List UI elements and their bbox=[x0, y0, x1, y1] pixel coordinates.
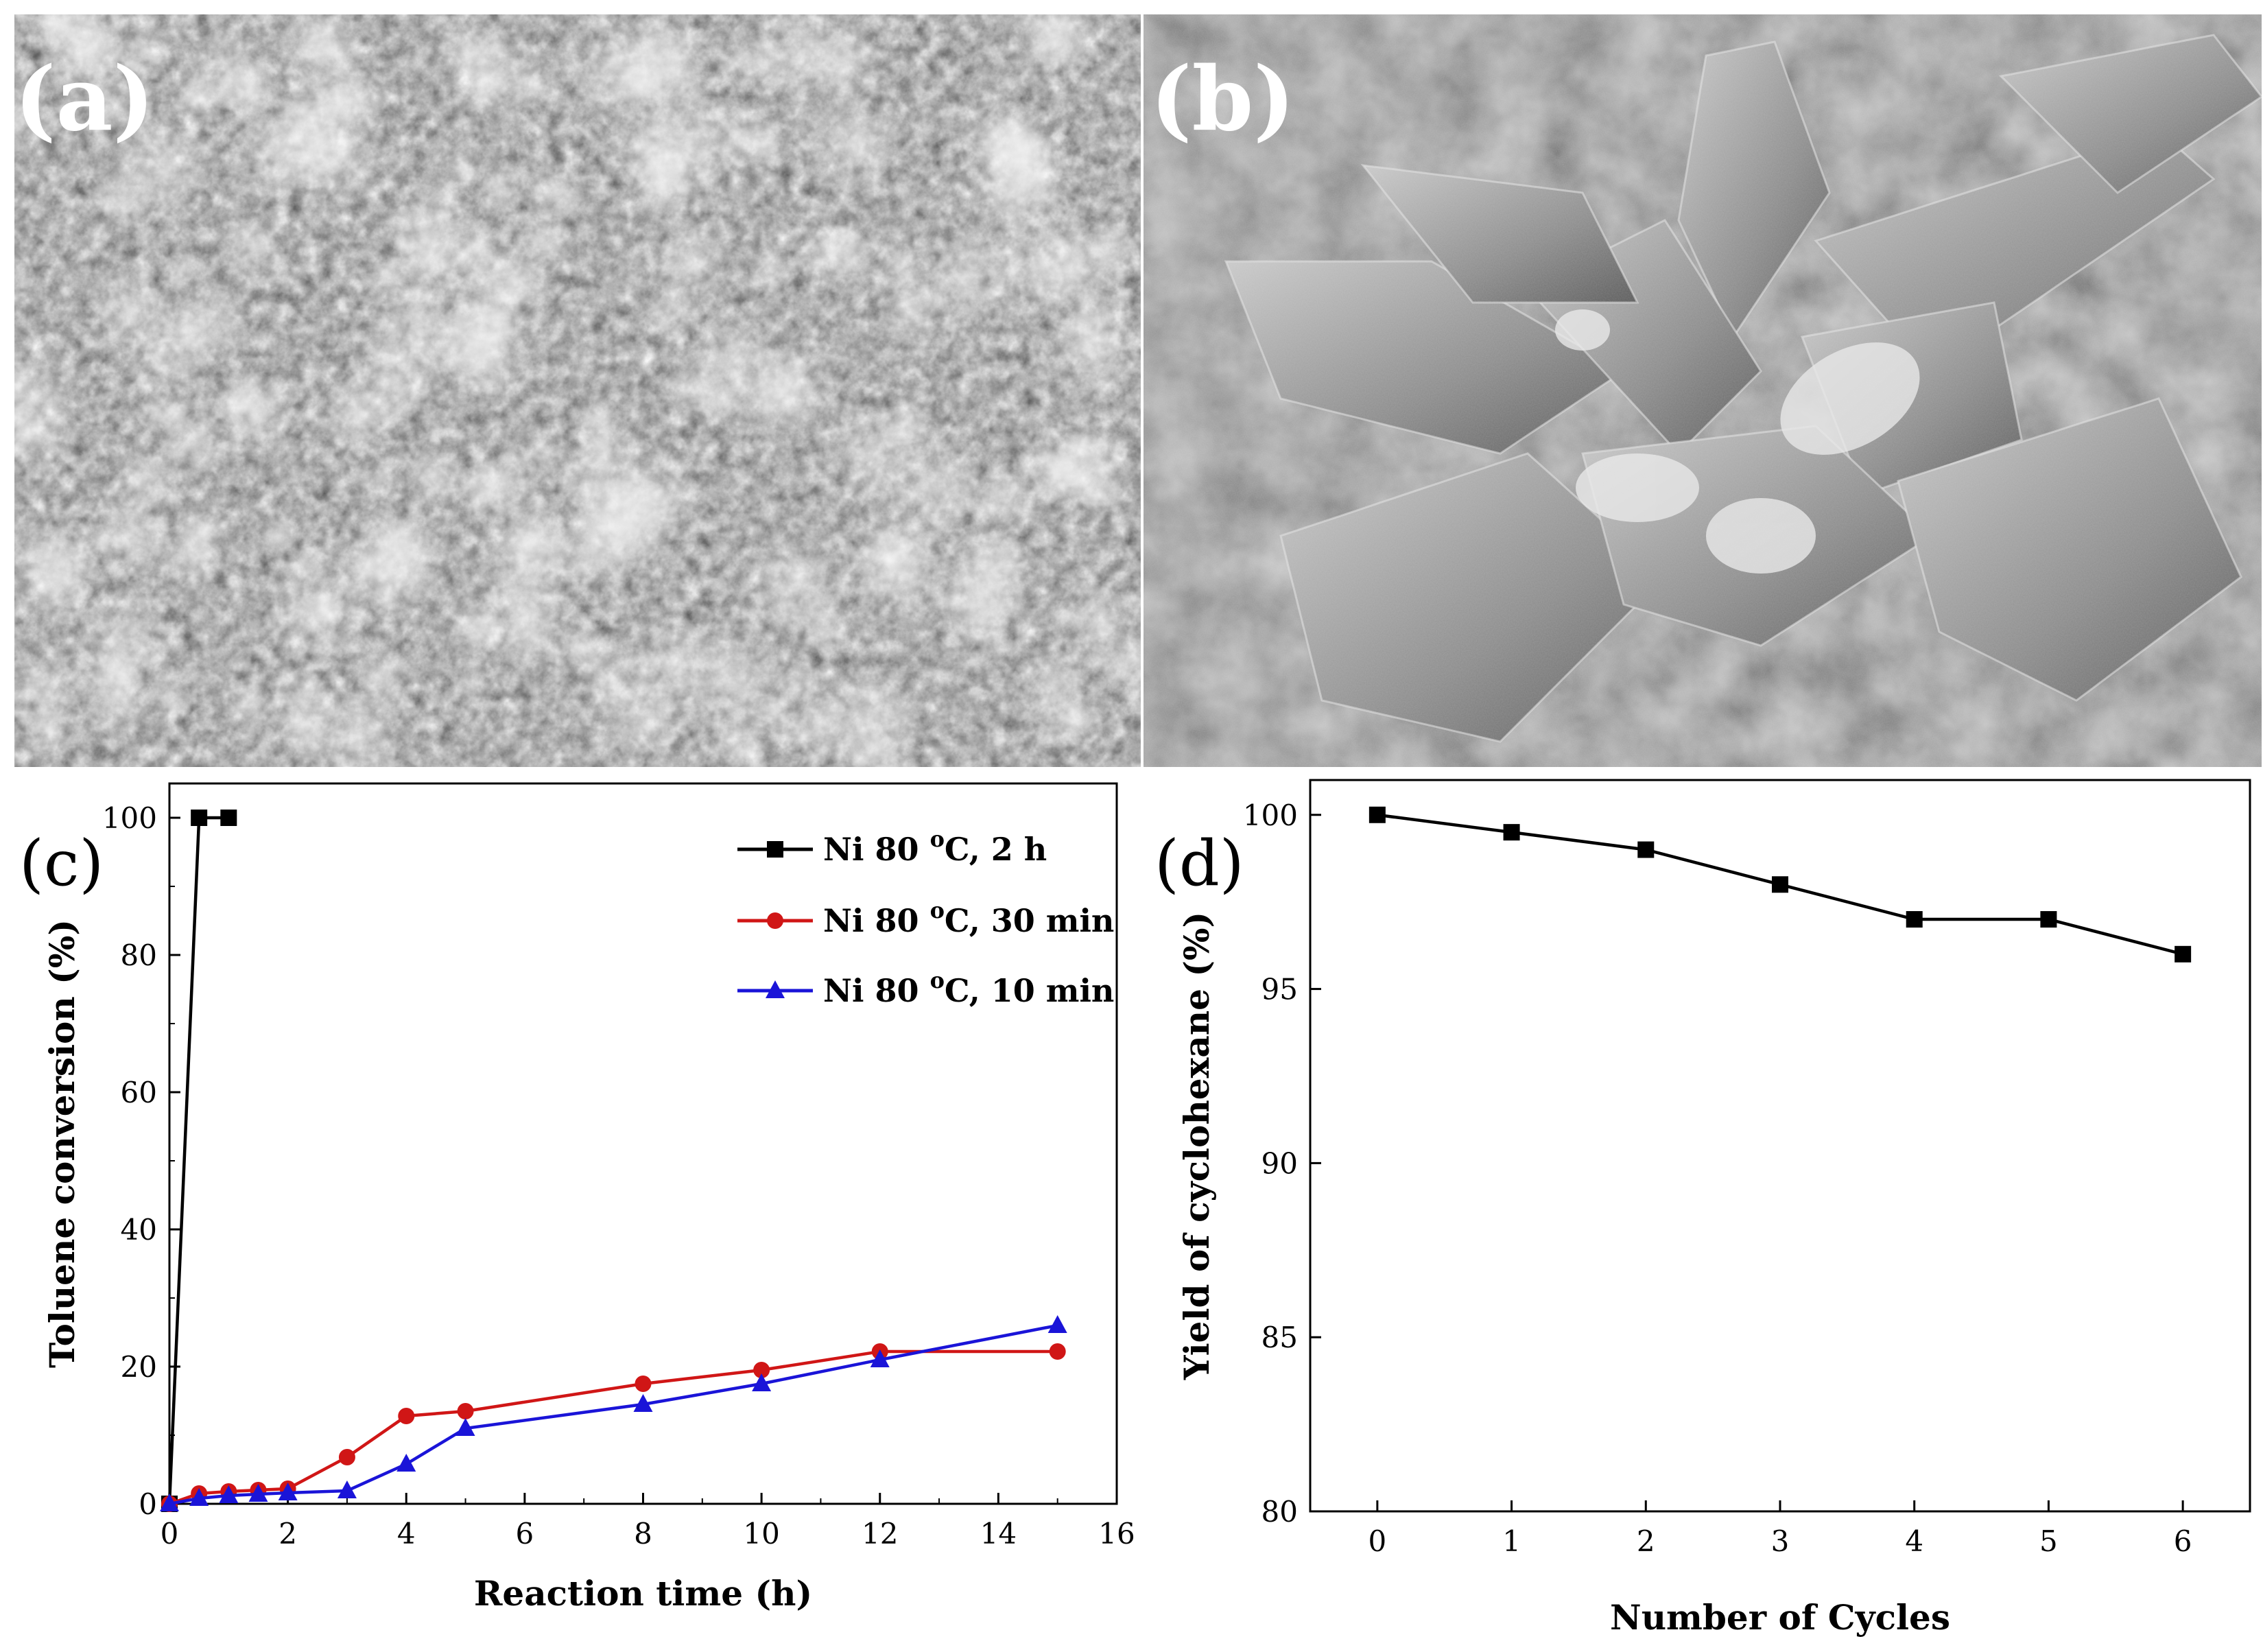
x-tick-label: 0 bbox=[1368, 1524, 1386, 1558]
data-point bbox=[870, 1349, 890, 1367]
data-point bbox=[2040, 911, 2057, 928]
data-point bbox=[1772, 876, 1788, 893]
y-axis-title: Toluene conversion (%) bbox=[42, 919, 82, 1368]
data-point bbox=[248, 1484, 268, 1502]
data-point bbox=[457, 1403, 474, 1419]
data-point bbox=[1369, 806, 1386, 823]
chart-d: 0 1 2 3 4 5 6 80 85 90 95 100 Number of Cycles Yield … bbox=[1154, 779, 2251, 1638]
panel-label-b: (b) bbox=[1150, 48, 1295, 151]
data-point bbox=[398, 1408, 415, 1424]
x-tick-label: 2 bbox=[279, 1517, 297, 1550]
legend-entry-1: Ni 80 oC, 30 min bbox=[737, 897, 1114, 939]
legend-marker bbox=[767, 912, 783, 929]
legend-label: Ni 80 oC, 2 h bbox=[823, 826, 1047, 868]
series-1 bbox=[161, 1343, 1066, 1512]
sem-image-a-texture bbox=[14, 14, 1141, 767]
data-point bbox=[455, 1418, 475, 1436]
y-tick-label: 95 bbox=[1261, 973, 1298, 1006]
chart-c: 0 2 4 6 8 10 12 14 16 0 20 40 60 80 100 Reaction time (… bbox=[19, 782, 1135, 1614]
legend-label: Ni 80 oC, 30 min bbox=[823, 897, 1114, 939]
data-point bbox=[633, 1394, 653, 1412]
x-tick-label: 12 bbox=[862, 1517, 898, 1550]
series-2 bbox=[160, 1315, 1067, 1511]
data-point bbox=[1906, 911, 1923, 928]
sem-image-a: (a) bbox=[14, 14, 1141, 767]
x-tick-label: 4 bbox=[397, 1517, 416, 1550]
x-tick-label: 4 bbox=[1905, 1524, 1923, 1558]
legend-label: Ni 80 oC, 10 min bbox=[823, 967, 1114, 1009]
data-point bbox=[752, 1373, 772, 1391]
x-axis-title: Reaction time (h) bbox=[474, 1573, 812, 1614]
legend-marker bbox=[766, 980, 785, 998]
data-point bbox=[278, 1483, 298, 1500]
y-tick-label: 40 bbox=[121, 1213, 157, 1247]
data-point bbox=[1047, 1315, 1067, 1333]
data-point bbox=[160, 1494, 179, 1511]
y-tick-label: 90 bbox=[1261, 1146, 1298, 1180]
data-point bbox=[189, 1488, 209, 1506]
data-point bbox=[191, 810, 208, 826]
data-point bbox=[219, 1485, 239, 1503]
data-point bbox=[220, 810, 237, 826]
sem-image-b-texture bbox=[1144, 14, 2262, 767]
x-tick-label: 6 bbox=[2174, 1524, 2192, 1558]
x-axis-title: Number of Cycles bbox=[1610, 1597, 1950, 1638]
x-tick-label: 5 bbox=[2039, 1524, 2058, 1558]
series-line bbox=[169, 1349, 1058, 1506]
panel-label-d: (d) bbox=[1154, 827, 1244, 900]
x-tick-label: 2 bbox=[1637, 1524, 1655, 1558]
data-point bbox=[753, 1362, 770, 1378]
x-tick-label: 0 bbox=[161, 1517, 179, 1550]
x-tick-label: 14 bbox=[980, 1517, 1017, 1550]
data-point bbox=[338, 1449, 355, 1465]
y-tick-label: 100 bbox=[102, 801, 157, 835]
y-axis-title: Yield of cyclohexane (%) bbox=[1176, 912, 1217, 1380]
data-point bbox=[396, 1454, 416, 1472]
data-point bbox=[1637, 841, 1655, 858]
legend-entry-2: Ni 80 oC, 10 min bbox=[737, 967, 1114, 1009]
data-point bbox=[337, 1480, 357, 1498]
data-point bbox=[1503, 824, 1520, 841]
series-line bbox=[167, 816, 229, 1504]
x-tick-label: 10 bbox=[743, 1517, 779, 1550]
y-tick-label: 0 bbox=[139, 1487, 157, 1521]
sem-image-b: (b) bbox=[1144, 14, 2262, 767]
x-tick-label: 1 bbox=[1502, 1524, 1521, 1558]
panel-label-c: (c) bbox=[19, 827, 104, 900]
data-point bbox=[2175, 945, 2192, 963]
y-tick-label: 20 bbox=[121, 1350, 157, 1384]
x-tick-label: 8 bbox=[634, 1517, 652, 1550]
y-tick-label: 80 bbox=[1261, 1495, 1298, 1529]
y-tick-label: 85 bbox=[1261, 1321, 1298, 1354]
legend-entry-0: Ni 80 oC, 2 h bbox=[737, 826, 1047, 868]
x-tick-label: 16 bbox=[1098, 1517, 1135, 1550]
data-point bbox=[1049, 1343, 1066, 1360]
x-tick-label: 6 bbox=[516, 1517, 534, 1550]
series-line bbox=[169, 1323, 1058, 1506]
y-tick-label: 100 bbox=[1243, 799, 1298, 832]
x-tick-label: 3 bbox=[1771, 1524, 1790, 1558]
data-point bbox=[635, 1376, 652, 1392]
y-tick-label: 60 bbox=[121, 1076, 157, 1109]
y-tick-label: 80 bbox=[121, 939, 157, 972]
series-0 bbox=[1369, 806, 2192, 963]
legend-marker bbox=[767, 841, 783, 858]
panel-label-a: (a) bbox=[14, 48, 155, 151]
